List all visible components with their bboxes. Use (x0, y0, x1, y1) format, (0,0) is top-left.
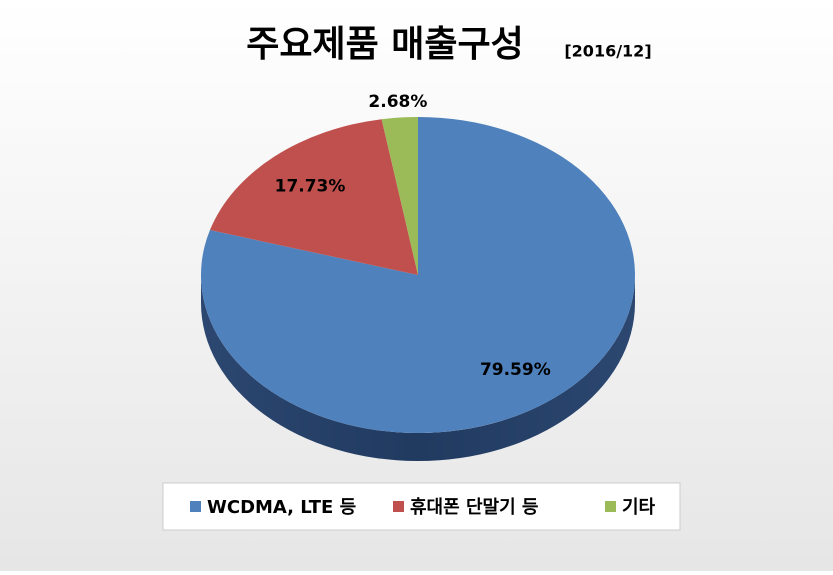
pie-slice (209, 119, 418, 275)
pie-slice (381, 117, 418, 275)
pie-slice (200, 117, 635, 434)
legend-label: WCDMA, LTE 등 (207, 497, 356, 518)
data-label: 79.59% (480, 360, 551, 380)
legend-box (162, 482, 681, 531)
legend-label: 휴대폰 단말기 등 (410, 497, 538, 518)
legend-swatch (605, 501, 616, 512)
chart-title: 주요제품 매출구성 (246, 24, 524, 65)
legend-swatch (393, 501, 404, 512)
pie-side (201, 275, 635, 461)
legend-swatch (190, 501, 201, 512)
data-label: 2.68% (368, 92, 427, 112)
chart-subtitle: [2016/12] (564, 42, 651, 61)
data-label: 17.73% (275, 176, 346, 196)
legend-label: 기타 (622, 497, 656, 518)
